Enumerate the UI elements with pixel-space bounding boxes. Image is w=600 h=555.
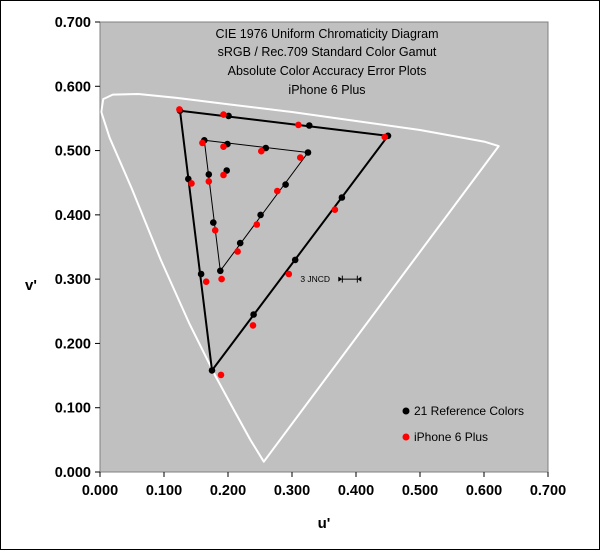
x-tick-label: 0.600 [466,483,502,499]
gamut-lines-layer [178,109,390,373]
reference-point-10 [197,270,205,278]
y-tick-label: 0.300 [55,272,91,288]
device-point-14 [274,187,281,195]
device-point-5 [381,133,389,141]
reference-point-2 [250,311,257,318]
y-tick-label: 0.100 [55,401,91,417]
device-point-12 [234,248,241,255]
device-point-1 [217,371,225,379]
legend: 21 Reference Colors iPhone 6 Plus [402,404,524,444]
device-point-7 [220,111,227,118]
reference-point-7 [225,112,232,120]
y-tick-label: 0.000 [55,465,91,481]
reference-point-14 [282,181,289,188]
x-tick-label: 0.100 [146,483,182,499]
device-point-6 [295,121,302,129]
title-line-1: CIE 1976 Uniform Chromaticity Diagram [216,27,439,41]
title-line-3: Absolute Color Accuracy Error Plots [228,64,427,78]
reference-point-3 [291,256,299,264]
device-point-17 [220,143,227,150]
x-tick-label: 0.400 [338,483,374,499]
reference-point-13 [257,211,264,219]
device-point-9 [188,180,195,187]
legend-marker-device [402,433,410,441]
reference-point-15 [304,149,312,156]
y-axis-ticks: 0.000 0.100 0.200 0.300 0.400 0.500 0.600 0.700 [55,15,100,481]
title-line-2: sRGB / Rec.709 Standard Color Gamut [218,45,437,59]
legend-marker-reference [402,407,410,415]
x-axis-ticks: 0.000 0.100 0.200 0.300 0.400 0.500 0.600 0.700 [82,472,566,499]
device-point-4 [331,206,339,213]
device-point-8 [176,106,183,113]
jncd-annotation: 3 JNCD [300,274,362,284]
device-point-19 [205,178,213,185]
device-point-15 [297,154,304,161]
y-tick-label: 0.400 [55,208,91,224]
reference-point-4 [338,194,346,201]
device-point-11 [218,275,225,283]
y-tick-label: 0.700 [55,15,91,31]
inner-gamut-triangle [203,139,309,273]
x-axis-label: u' [318,515,331,532]
jncd-label: 3 JNCD [300,274,330,284]
x-tick-label: 0.000 [82,483,118,499]
legend-label-device: iPhone 6 Plus [414,430,488,444]
x-tick-label: 0.700 [530,483,566,499]
chart-title: CIE 1976 Uniform Chromaticity Diagram sR… [216,27,439,97]
y-tick-label: 0.500 [55,144,91,160]
x-tick-label: 0.200 [210,483,246,499]
device-point-16 [258,147,265,155]
device-point-21 [220,171,227,179]
data-points-layer [176,106,392,379]
device-point-3 [285,270,293,278]
title-line-4: iPhone 6 Plus [288,83,365,97]
reference-point-12 [236,239,244,247]
device-point-13 [253,221,261,228]
device-point-2 [249,322,257,329]
reference-point-20 [210,219,217,226]
reference-point-19 [205,171,213,178]
y-tick-label: 0.200 [55,336,91,352]
outer-gamut-triangle [178,109,390,373]
device-point-10 [202,278,210,286]
x-tick-label: 0.300 [274,483,310,499]
device-point-18 [199,139,206,147]
jncd-arrow-right [357,276,362,282]
y-axis-label: v' [25,277,37,294]
x-tick-label: 0.500 [402,483,438,499]
device-point-20 [211,227,219,234]
jncd-arrow-left [338,276,343,282]
legend-label-reference: 21 Reference Colors [414,404,524,418]
reference-point-6 [306,122,313,129]
y-tick-label: 0.600 [55,79,91,95]
reference-point-1 [208,367,216,374]
reference-point-11 [217,267,224,275]
